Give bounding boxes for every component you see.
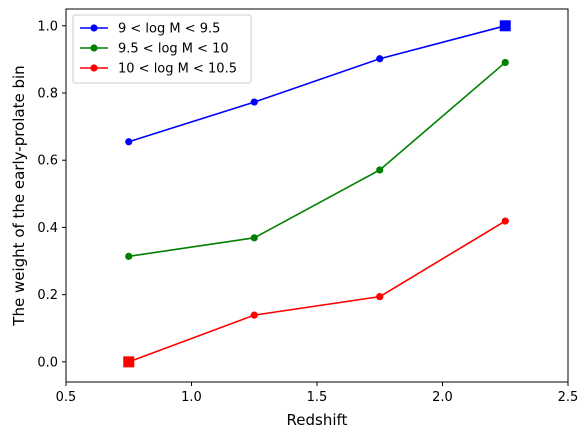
data-point [250,98,258,106]
x-axis-ticks: 0.5 1.0 1.5 2.0 2.5 [56,382,579,405]
legend-label-1: 9 < log M < 9.5 [118,22,220,37]
data-point [376,166,384,174]
data-point [125,252,133,260]
y-tick-label: 0.2 [37,288,58,303]
y-axis-label: The weight of the early-prolate bin [10,65,28,326]
x-tick-label: 1.5 [307,390,328,405]
data-point [125,138,133,146]
x-tick-label: 1.0 [181,390,202,405]
plot-frame [65,8,569,383]
legend-marker-1 [90,24,98,32]
legend: 9 < log M < 9.5 9.5 < log M < 10 10 < log … [72,14,252,84]
plot-area [123,20,511,368]
data-point [250,234,258,242]
y-tick-label: 0.6 [37,154,58,169]
data-point [501,58,509,67]
x-tick-label: 2.0 [432,390,453,405]
y-axis-ticks: 0.0 0.2 0.4 0.6 0.8 1.0 [37,19,66,370]
y-tick-label: 0.0 [37,355,58,370]
data-point [376,55,384,63]
data-point-square [123,356,135,368]
y-tick-label: 1.0 [37,19,58,34]
legend-label-3: 10 < log M < 10.5 [118,62,237,77]
x-tick-label: 2.5 [558,390,579,405]
legend-marker-3 [90,64,98,72]
y-tick-label: 0.4 [37,221,58,236]
series-line-3 [128,220,506,363]
legend-label-2: 9.5 < log M < 10 [118,42,229,57]
y-tick-label: 0.8 [37,87,58,102]
series-line-2 [128,61,506,258]
legend-box [72,14,252,84]
x-axis-label: Redshift [287,411,348,429]
x-tick-label: 0.5 [56,390,77,405]
data-point [250,311,258,319]
data-point-square [499,20,511,32]
series-line-1 [128,25,506,143]
data-point [501,217,509,225]
data-point [376,293,384,301]
legend-marker-2 [90,44,98,52]
